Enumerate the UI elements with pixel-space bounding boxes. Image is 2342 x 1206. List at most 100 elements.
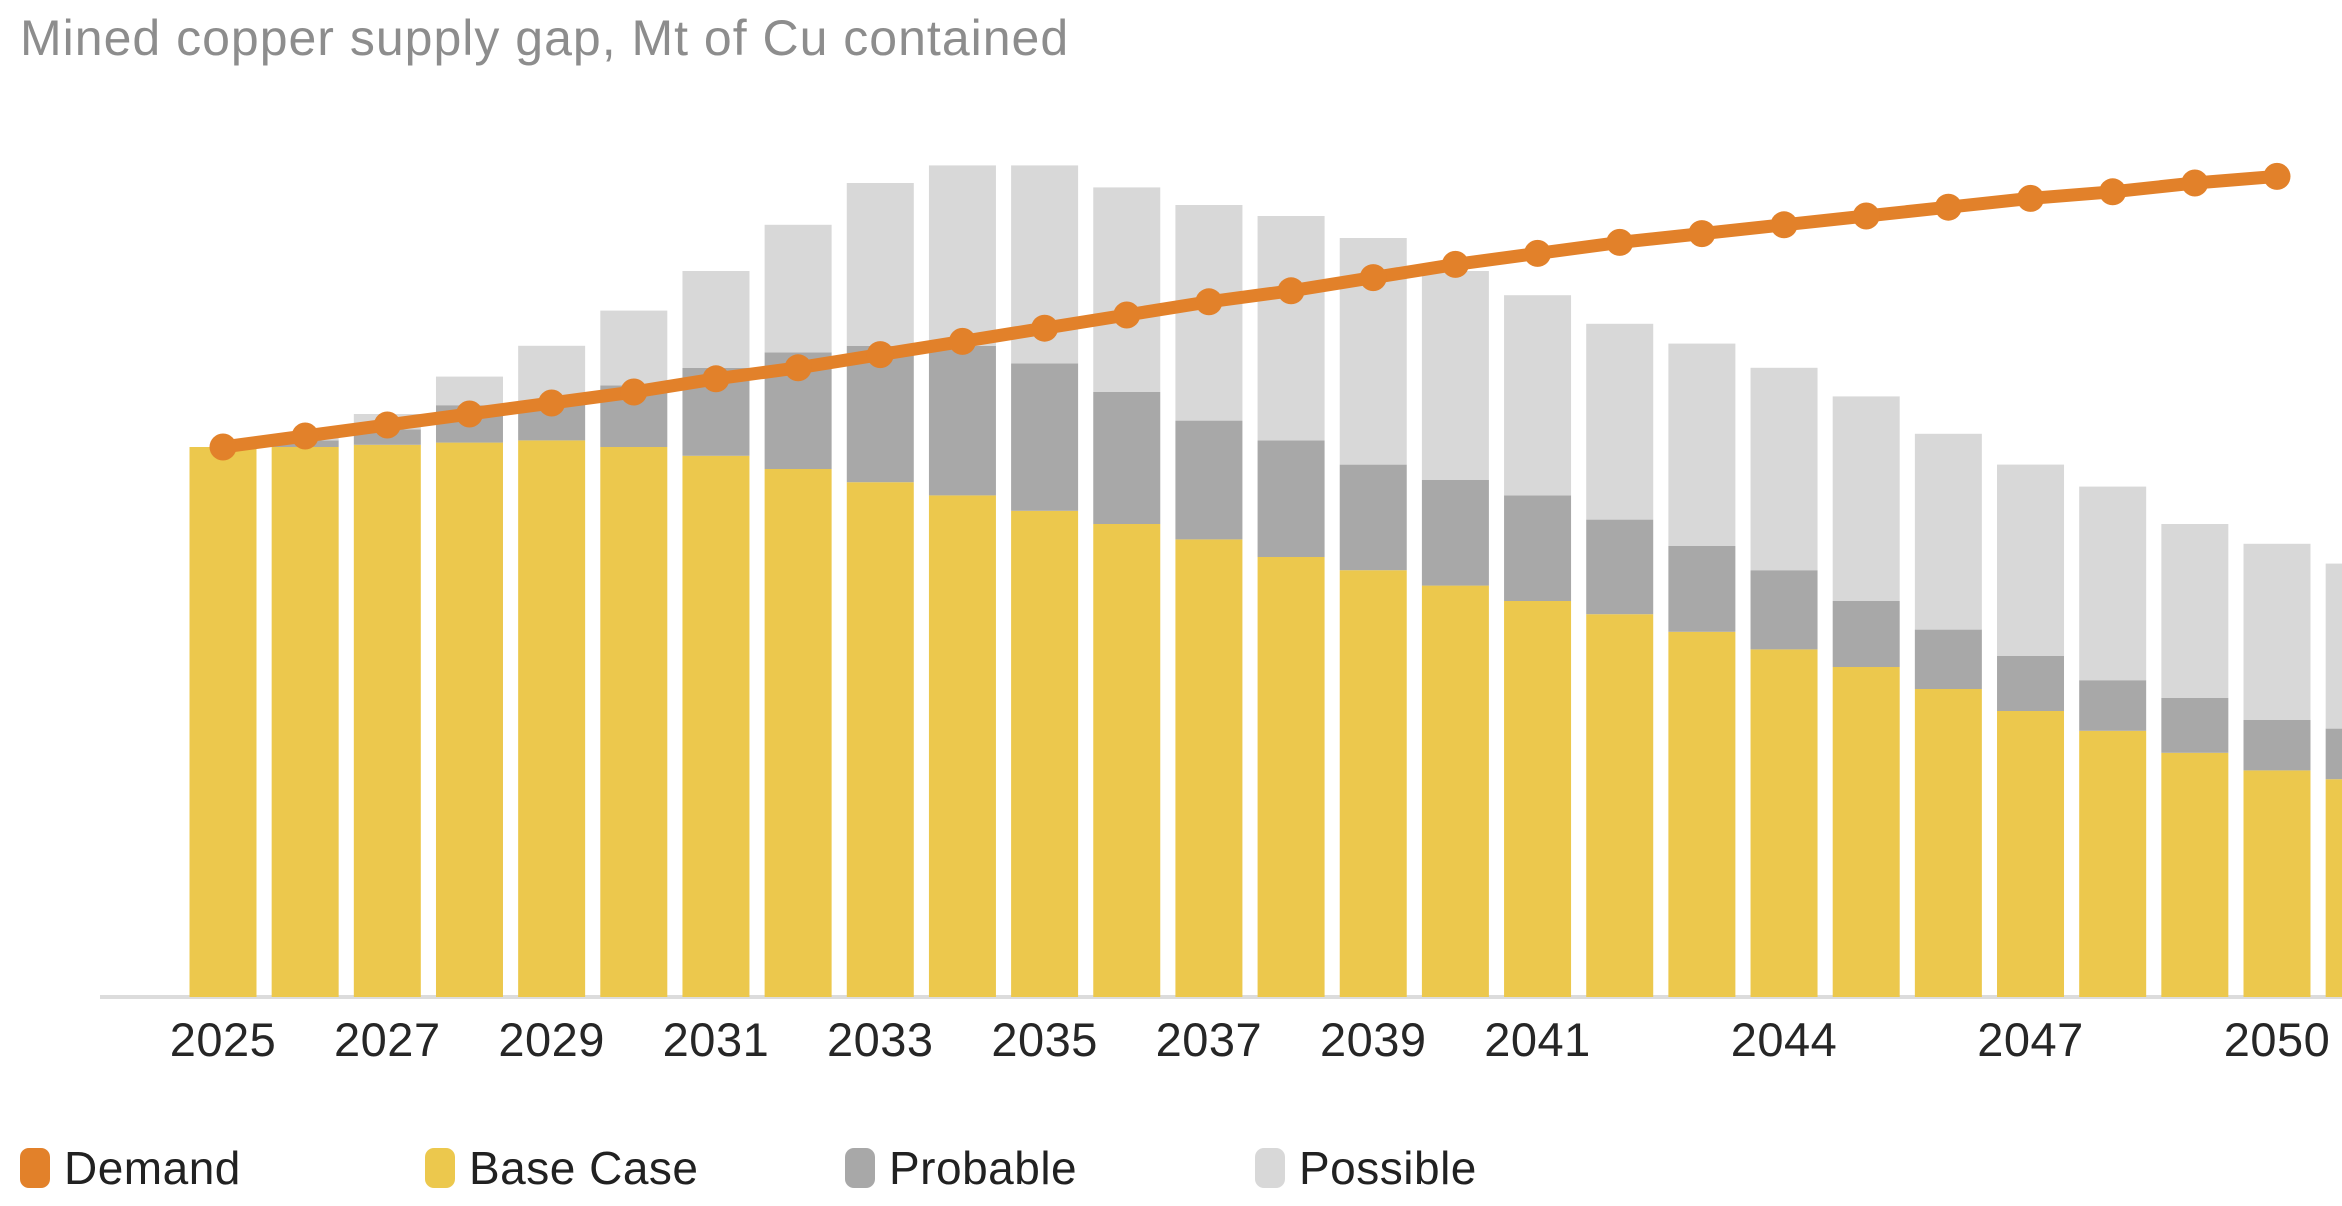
legend-label: Probable xyxy=(889,1142,1078,1194)
bar-segment-possible-2045 xyxy=(1832,396,1900,601)
bar-segment-base-2038 xyxy=(1257,557,1325,997)
demand-point-2044 xyxy=(1770,211,1798,239)
bar-segment-probable-2041 xyxy=(1504,495,1572,601)
x-tick-2025: 2025 xyxy=(169,1013,277,1066)
bar-segment-possible-2033 xyxy=(846,183,914,346)
bar-segment-possible-2044 xyxy=(1750,367,1818,571)
bar-segment-base-2029 xyxy=(518,440,586,997)
bar-segment-probable-2038 xyxy=(1257,440,1325,557)
demand-point-2028 xyxy=(455,400,483,428)
bar-segment-base-2047 xyxy=(1997,711,2065,997)
bar-segment-probable-2044 xyxy=(1750,570,1818,650)
demand-point-2025 xyxy=(209,433,237,461)
demand-point-2049 xyxy=(2181,169,2209,197)
bar-segment-possible-2040 xyxy=(1421,271,1489,480)
bar-segment-probable-2035 xyxy=(1011,363,1079,511)
bar-segment-possible-2041 xyxy=(1504,295,1572,496)
bar-segment-probable-2046 xyxy=(1914,629,1982,689)
chart-title: Mined copper supply gap, Mt of Cu contai… xyxy=(20,10,1070,66)
bar-segment-probable-2050 xyxy=(2243,719,2311,771)
demand-point-2032 xyxy=(784,354,812,382)
bar-segment-possible-2038 xyxy=(1257,216,1325,441)
bar-segment-possible-2036 xyxy=(1093,187,1161,392)
demand-point-2036 xyxy=(1113,301,1141,329)
bar-segment-probable-2040 xyxy=(1421,480,1489,586)
legend-label: Base Case xyxy=(469,1142,699,1194)
bar-segment-base-2041 xyxy=(1504,601,1572,997)
bar-segment-probable-2043 xyxy=(1668,546,1736,632)
x-tick-2047: 2047 xyxy=(1977,1013,2084,1066)
bar-segment-base-2031 xyxy=(682,455,750,997)
legend-swatch-icon xyxy=(20,1148,50,1188)
legend-item-probable: Probable xyxy=(845,1136,1077,1200)
demand-point-2031 xyxy=(702,365,730,393)
bar-segment-base-2028 xyxy=(435,442,503,998)
demand-line xyxy=(216,169,2284,454)
bar-segment-base-2050 xyxy=(2243,770,2311,997)
bar-segment-base-2045 xyxy=(1832,667,1900,997)
bar-segment-possible-2050 xyxy=(2243,543,2311,720)
demand-point-2033 xyxy=(866,341,894,369)
legend-swatch-icon xyxy=(1255,1148,1285,1188)
x-tick-2029: 2029 xyxy=(498,1013,605,1066)
bar-segment-possible-2047 xyxy=(1997,464,2065,656)
bar-segment-possible-2048 xyxy=(2079,486,2147,681)
legend-swatch-icon xyxy=(425,1148,455,1188)
bar-segment-probable-2033 xyxy=(846,345,914,483)
bar-segment-base-2048 xyxy=(2079,730,2147,997)
demand-point-2039 xyxy=(1359,264,1387,292)
legend-item-possible: Possible xyxy=(1255,1136,1477,1200)
bar-segment-base-2032 xyxy=(764,469,832,997)
bar-segment-possible-2031 xyxy=(682,271,750,368)
bar-segment-base-partial xyxy=(2325,779,2342,997)
x-tick-2031: 2031 xyxy=(662,1013,770,1066)
demand-point-2035 xyxy=(1031,314,1059,342)
demand-point-2038 xyxy=(1277,277,1305,305)
bar-segment-possible-2034 xyxy=(928,165,996,346)
bar-segment-probable-2037 xyxy=(1175,420,1243,540)
bar-segment-base-2040 xyxy=(1421,585,1489,997)
bar-segment-probable-2045 xyxy=(1832,601,1900,667)
bar-segment-possible-2043 xyxy=(1668,343,1736,546)
bar-segment-base-2049 xyxy=(2161,752,2229,997)
bar-segment-probable-2042 xyxy=(1586,519,1654,615)
demand-point-2027 xyxy=(373,411,401,439)
legend-label: Demand xyxy=(64,1142,241,1194)
demand-point-2026 xyxy=(291,422,319,450)
bar-segment-base-2037 xyxy=(1175,539,1243,997)
bar-segment-base-2034 xyxy=(928,495,996,997)
legend-item-base-case: Base Case xyxy=(425,1136,699,1200)
x-tick-2037: 2037 xyxy=(1155,1013,1263,1066)
x-tick-2041: 2041 xyxy=(1484,1013,1591,1066)
bar-segment-base-2042 xyxy=(1586,614,1654,997)
bar-segment-base-2026 xyxy=(271,447,339,997)
bar-segment-possible-partial xyxy=(2325,563,2342,729)
demand-point-2029 xyxy=(538,389,566,417)
demand-point-2046 xyxy=(1934,193,1962,221)
bar-segment-base-2039 xyxy=(1339,570,1407,997)
bar-segment-possible-2042 xyxy=(1586,323,1654,520)
legend: Demand Base Case Probable Possible xyxy=(0,1136,2342,1200)
bar-segment-probable-2048 xyxy=(2079,680,2147,731)
demand-point-2041 xyxy=(1524,239,1552,267)
bar-segment-base-2046 xyxy=(1914,689,1982,997)
demand-point-2047 xyxy=(2017,184,2045,212)
bar-segment-probable-partial xyxy=(2325,728,2342,780)
legend-swatch-icon xyxy=(845,1148,875,1188)
bar-segment-possible-2046 xyxy=(1914,433,1982,630)
bar-segment-base-2043 xyxy=(1668,631,1736,997)
bar-segment-possible-2032 xyxy=(764,224,832,353)
demand-point-2030 xyxy=(620,378,648,406)
demand-point-2048 xyxy=(2099,178,2127,206)
x-tick-2044: 2044 xyxy=(1730,1013,1838,1066)
demand-point-2045 xyxy=(1852,202,1880,230)
legend-label: Possible xyxy=(1299,1142,1477,1194)
x-tick-2033: 2033 xyxy=(826,1013,934,1066)
demand-point-2040 xyxy=(1441,250,1469,278)
bar-segment-base-2030 xyxy=(600,447,668,997)
legend-item-demand: Demand xyxy=(20,1136,241,1200)
bar-segment-base-2027 xyxy=(353,444,421,997)
demand-point-2037 xyxy=(1195,288,1223,316)
